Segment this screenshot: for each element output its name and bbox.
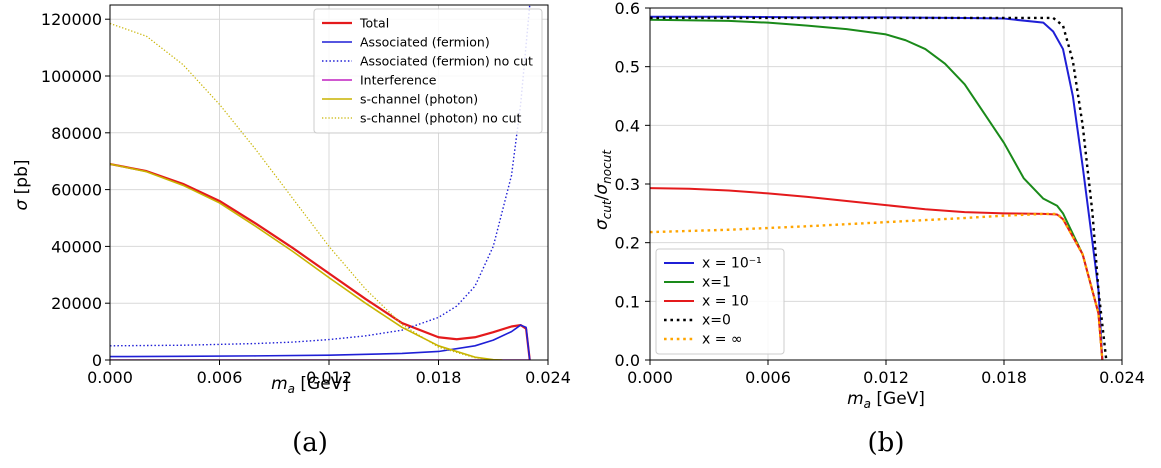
legend-label: s-channel (photon) — [360, 92, 478, 107]
legend-label: s-channel (photon) no cut — [360, 111, 522, 126]
legend-label: Associated (fermion) no cut — [360, 54, 533, 69]
y-tick-label: 0.6 — [615, 0, 640, 18]
series-group-b — [650, 15, 1108, 360]
series-line-a-4 — [110, 163, 503, 360]
series-line-a-0 — [110, 162, 531, 360]
x-axis-label-a: ma [GeV] — [271, 374, 349, 396]
legend-label: Interference — [360, 73, 437, 88]
legend-label: x = 10⁻¹ — [702, 256, 762, 272]
y-tick-label: 120000 — [41, 10, 102, 29]
x-tick-label: 0.024 — [1099, 368, 1145, 387]
legend-label: x=1 — [702, 275, 731, 291]
legend-box — [313, 8, 543, 134]
x-tick-label: 0.018 — [981, 368, 1027, 387]
series-group-a — [110, 5, 531, 360]
y-tick-label: 40000 — [51, 237, 102, 256]
series-line-b-1 — [650, 18, 1104, 360]
x-tick-label: 0.024 — [525, 368, 571, 387]
series-line-b-0 — [650, 15, 1104, 360]
x-tick-label: 0.006 — [745, 368, 791, 387]
y-tick-label: 0.3 — [615, 175, 640, 194]
x-tick-label: 0.012 — [306, 368, 352, 387]
chart-panel-a: 0.000 0.006 0.012 0.018 0.024 0 20000 40000 6000… — [12, 4, 571, 458]
caption-a: (a) — [292, 428, 328, 458]
legend-label: x=0 — [702, 313, 731, 329]
legend-b: x = 10⁻¹ x=1 x = 10 x=0 x = ∞ — [655, 248, 785, 355]
legend-a: Total Associated (fermion) Associated (fer… — [313, 8, 543, 134]
x-tick-label: 0.000 — [627, 368, 673, 387]
y-tick-label: 80000 — [51, 124, 102, 143]
x-tick-label: 0.006 — [197, 368, 243, 387]
y-axis-label-a: σ [pb] — [12, 159, 32, 210]
x-tick-label: 0.012 — [863, 368, 909, 387]
legend-label: x = ∞ — [702, 332, 743, 348]
x-axis-label-b: ma [GeV] — [847, 389, 925, 411]
series-line-a-5 — [110, 22, 503, 360]
y-tick-label: 0 — [92, 351, 102, 370]
legend-label: x = 10 — [702, 294, 749, 310]
legend-box — [655, 248, 785, 355]
y-tick-label: 0.2 — [615, 234, 640, 253]
x-tick-label: 0.018 — [416, 368, 462, 387]
y-tick-label: 100000 — [41, 67, 102, 86]
legend-label: Associated (fermion) — [360, 35, 490, 50]
y-tick-label: 60000 — [51, 181, 102, 200]
caption-b: (b) — [868, 428, 905, 458]
legend-label: Total — [359, 16, 389, 31]
y-tick-label: 0.5 — [615, 58, 640, 77]
y-tick-label: 20000 — [51, 294, 102, 313]
y-axis-label-b: σcut/σnocut — [592, 149, 614, 230]
ticks-b: 0.000 0.006 0.012 0.018 0.024 0.0 0.1 0.2 0.3 0.4… — [615, 0, 1145, 387]
y-tick-label: 0.0 — [615, 351, 640, 370]
ticks-a: 0.000 0.006 0.012 0.018 0.024 0 20000 40000 6000… — [41, 10, 571, 387]
series-line-a-1 — [110, 324, 531, 360]
series-line-a-2 — [110, 5, 531, 347]
x-tick-label: 0.000 — [87, 368, 133, 387]
y-tick-label: 0.4 — [615, 116, 640, 135]
chart-panel-b: 0.000 0.006 0.012 0.018 0.024 0.0 0.1 0.2 0.3 0.4… — [592, 0, 1145, 458]
y-tick-label: 0.1 — [615, 292, 640, 311]
